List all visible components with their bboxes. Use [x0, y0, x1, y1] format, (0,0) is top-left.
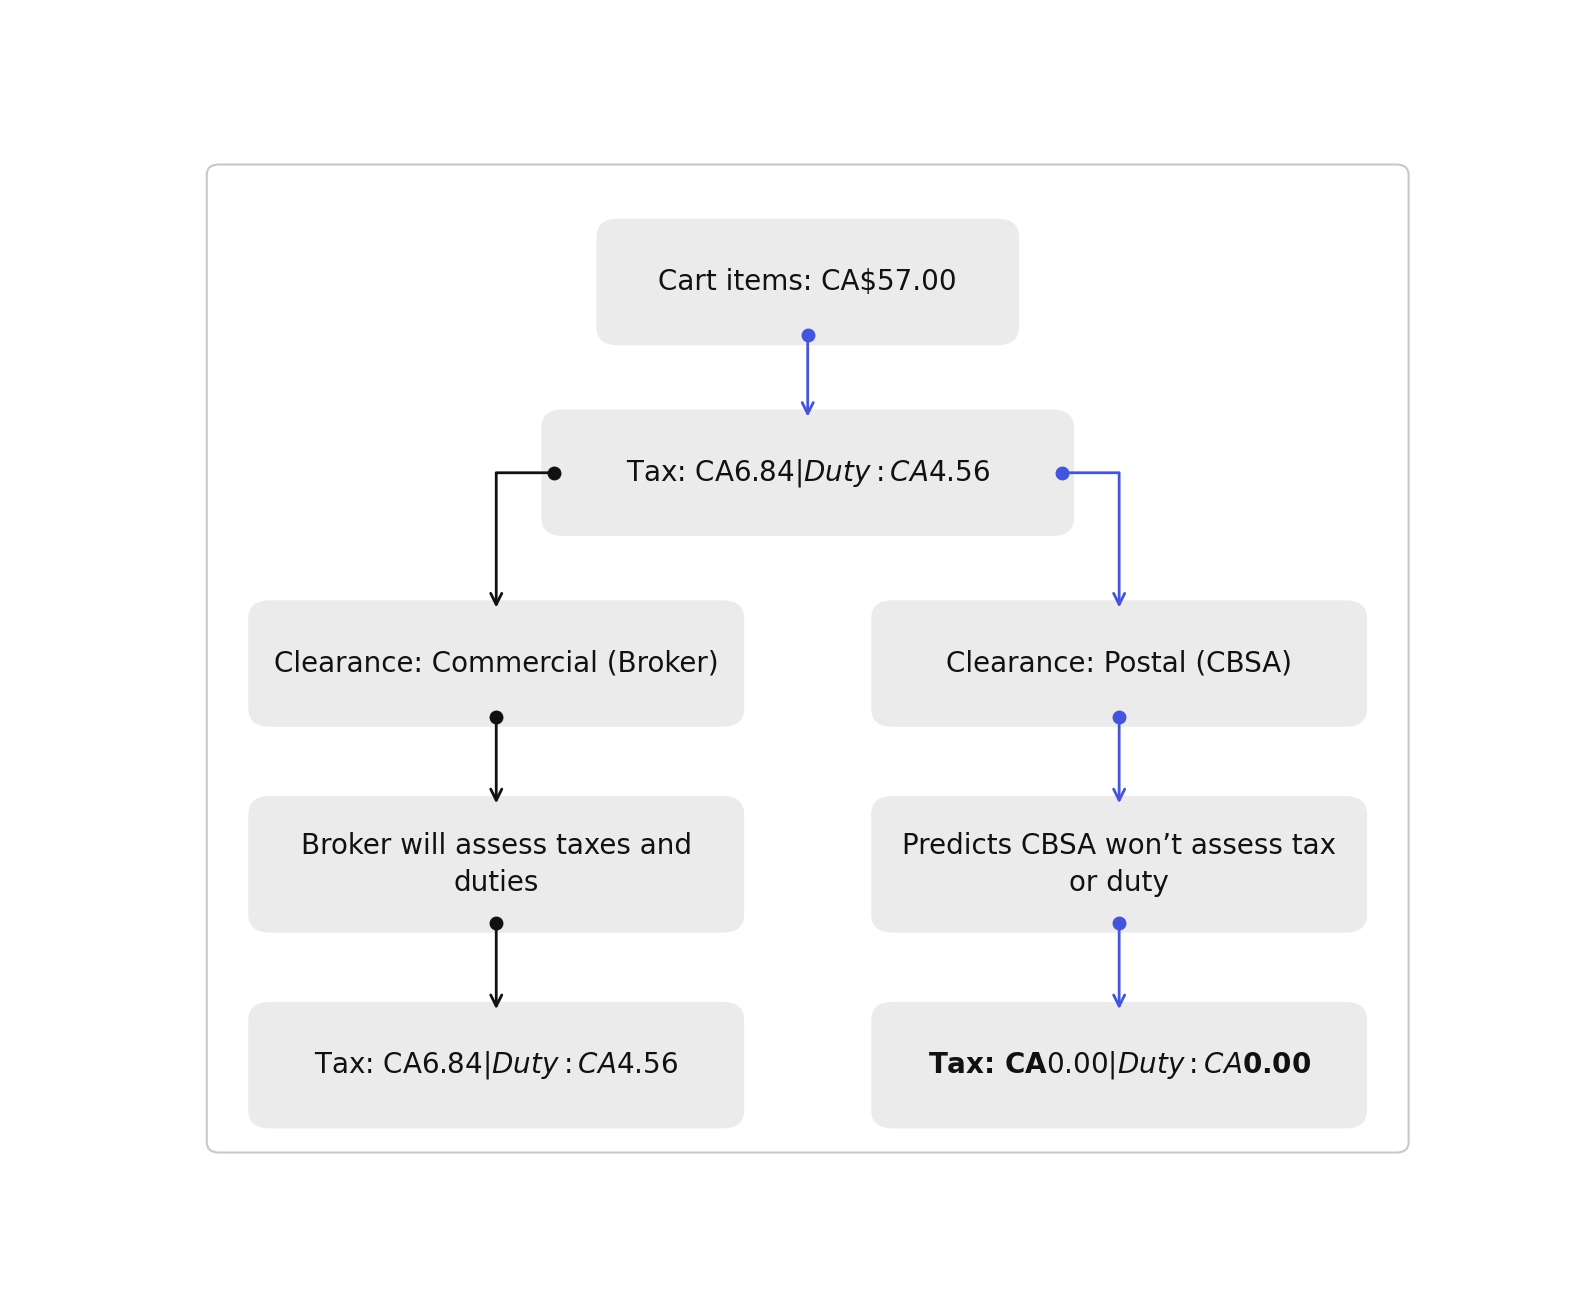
FancyBboxPatch shape [596, 219, 1020, 346]
Text: Clearance: Commercial (Broker): Clearance: Commercial (Broker) [274, 649, 719, 678]
FancyBboxPatch shape [249, 795, 744, 932]
FancyBboxPatch shape [872, 795, 1366, 932]
FancyBboxPatch shape [872, 1001, 1366, 1128]
FancyBboxPatch shape [249, 600, 744, 726]
FancyBboxPatch shape [872, 600, 1366, 726]
Text: Broker will assess taxes and
duties: Broker will assess taxes and duties [301, 832, 692, 897]
Text: Predicts CBSA won’t assess tax
or duty: Predicts CBSA won’t assess tax or duty [901, 832, 1336, 897]
FancyBboxPatch shape [542, 409, 1073, 536]
FancyBboxPatch shape [249, 1001, 744, 1128]
Text: Cart items: CA$57.00: Cart items: CA$57.00 [659, 269, 957, 296]
Text: Tax: CA$0.00 | Duty: CA$0.00: Tax: CA$0.00 | Duty: CA$0.00 [928, 1050, 1311, 1081]
Text: Tax: CA$6.84 | Duty: CA$4.56: Tax: CA$6.84 | Duty: CA$4.56 [314, 1050, 678, 1081]
Text: Clearance: Postal (CBSA): Clearance: Postal (CBSA) [946, 649, 1292, 678]
Text: Tax: CA$6.84 | Duty: CA$4.56: Tax: CA$6.84 | Duty: CA$4.56 [626, 456, 990, 489]
FancyBboxPatch shape [206, 164, 1409, 1153]
